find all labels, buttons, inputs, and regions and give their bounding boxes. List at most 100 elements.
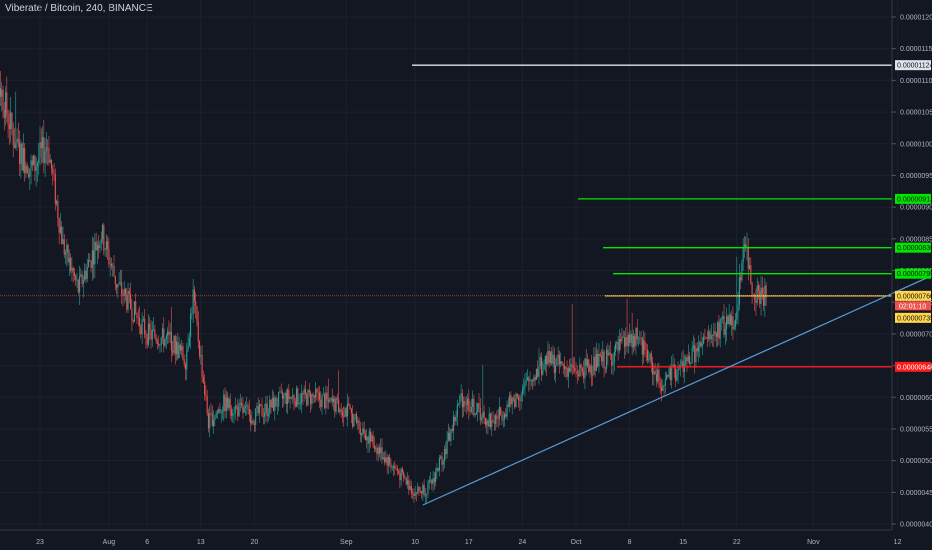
- candle-body: [445, 448, 447, 455]
- candle-body: [275, 397, 277, 407]
- candle-body: [759, 290, 761, 304]
- candle-body: [247, 405, 249, 409]
- candle-body: [415, 492, 418, 494]
- candle-body: [540, 357, 543, 375]
- candle-body: [10, 112, 12, 129]
- grid: [0, 0, 899, 530]
- candle-body: [421, 490, 423, 494]
- candle-body: [611, 353, 613, 366]
- candle-body: [170, 332, 172, 351]
- candle-body: [713, 331, 715, 336]
- candle-body: [686, 357, 688, 362]
- candle-body: [293, 395, 295, 402]
- candle-body: [159, 344, 161, 346]
- candle-body: [349, 405, 351, 410]
- candle-body: [210, 413, 212, 414]
- candle-body: [740, 277, 742, 281]
- candle-body: [321, 395, 323, 408]
- candle-body: [15, 142, 17, 148]
- candle-body: [732, 316, 734, 330]
- candle-body: [653, 371, 655, 375]
- candle-body: [717, 322, 719, 337]
- candle-body: [353, 414, 355, 427]
- candle-body: [187, 345, 189, 351]
- candle-body: [726, 316, 728, 329]
- candle-body: [734, 319, 737, 328]
- time-tick-label: Nov: [807, 539, 820, 546]
- candle-body: [21, 143, 23, 171]
- candle-body: [77, 279, 79, 293]
- candle-body: [82, 280, 84, 284]
- candle-body: [657, 369, 659, 382]
- candle-body: [211, 413, 213, 427]
- time-tick-label: Aug: [103, 539, 116, 546]
- candle-body: [352, 413, 354, 427]
- candle-body: [348, 403, 350, 406]
- candle-body: [692, 345, 694, 349]
- candle-body: [42, 137, 44, 149]
- candle-body: [604, 368, 606, 369]
- candle-body: [413, 493, 415, 497]
- candle-body: [376, 447, 378, 455]
- candle-body: [43, 137, 45, 164]
- candle-body: [40, 142, 42, 149]
- candle-body: [118, 282, 120, 285]
- candle-body: [378, 447, 381, 454]
- level-label: 0.00001124: [897, 63, 932, 70]
- candle-body: [512, 397, 515, 399]
- candle-body: [108, 249, 110, 265]
- candle-body: [47, 147, 49, 149]
- candle-body: [452, 416, 455, 431]
- candle-body: [423, 485, 425, 496]
- candle-body: [493, 422, 495, 424]
- candle-body: [76, 279, 78, 281]
- candle-body: [580, 364, 582, 369]
- candle-body: [195, 301, 197, 307]
- candle-body: [589, 365, 591, 372]
- candle-body: [38, 158, 40, 164]
- candle-body: [643, 340, 645, 355]
- candle-body: [241, 402, 243, 406]
- candle-body: [324, 394, 326, 409]
- candle-body: [68, 257, 70, 263]
- candle-body: [89, 260, 91, 262]
- candle-body: [85, 270, 87, 280]
- candle-body: [422, 485, 424, 494]
- candle-body: [639, 337, 641, 340]
- candle-body: [315, 388, 317, 398]
- candle-body: [177, 341, 179, 359]
- candle-body: [612, 362, 614, 366]
- candle-body: [80, 274, 82, 277]
- candle-body: [579, 364, 581, 376]
- candle-body: [109, 263, 111, 265]
- candle-body: [664, 379, 666, 386]
- candle-body: [239, 402, 241, 404]
- candle-body: [338, 399, 340, 413]
- candle-body: [184, 364, 187, 370]
- candle-body: [238, 403, 240, 417]
- candle-body: [287, 389, 289, 405]
- candle-body: [585, 358, 587, 366]
- candle-body: [533, 377, 535, 382]
- candle-body: [361, 433, 363, 435]
- candle-body: [261, 406, 263, 417]
- candle-body: [555, 365, 557, 373]
- candle-body: [620, 338, 622, 342]
- candle-body: [546, 355, 548, 365]
- candle-body: [395, 468, 397, 470]
- candle-body: [253, 423, 255, 425]
- candle-body: [566, 367, 568, 377]
- candle-body: [124, 288, 127, 295]
- candle-body: [461, 393, 463, 408]
- candle-body: [459, 395, 461, 405]
- candle-body: [542, 369, 544, 375]
- candle-body: [705, 337, 707, 339]
- candle-body: [146, 337, 148, 345]
- candle-body: [386, 457, 388, 466]
- candle-body: [304, 388, 306, 394]
- candle-body: [327, 399, 329, 402]
